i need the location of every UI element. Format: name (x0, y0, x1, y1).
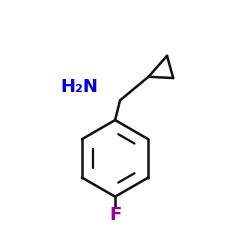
Text: H₂N: H₂N (60, 78, 98, 96)
Text: F: F (109, 206, 121, 224)
